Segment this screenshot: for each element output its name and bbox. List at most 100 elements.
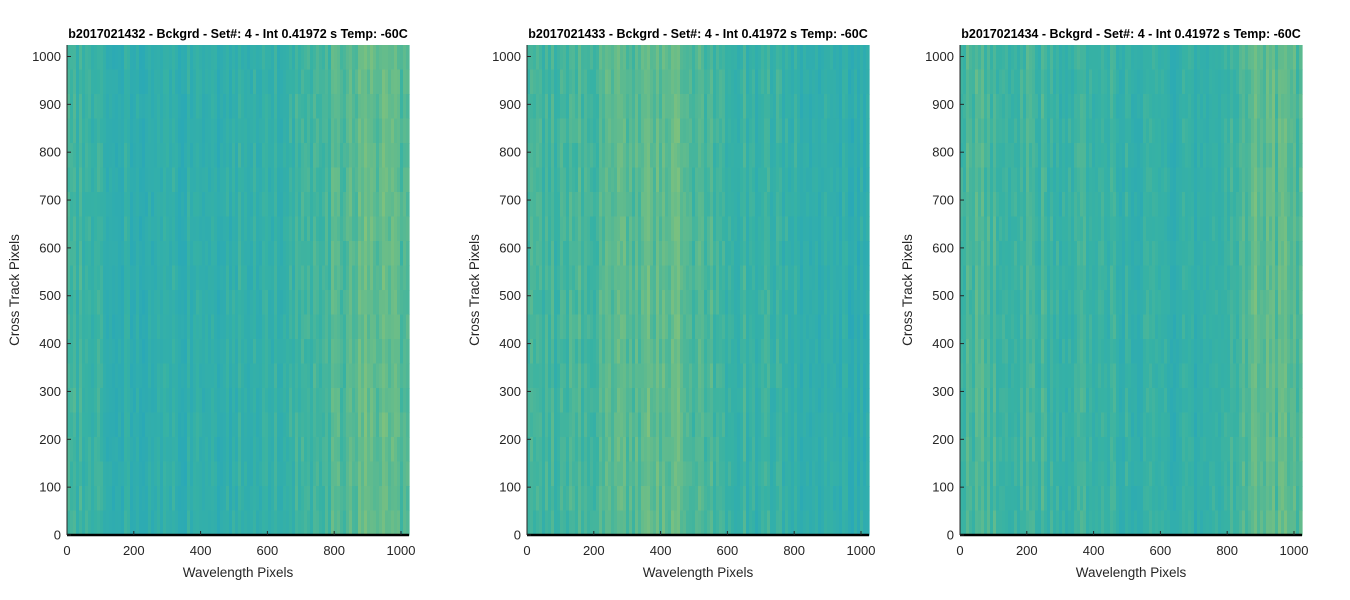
heatmap-cell <box>734 363 738 389</box>
heatmap-cell <box>593 486 597 512</box>
heatmap-cell <box>809 486 813 512</box>
heatmap-cell <box>1008 118 1012 144</box>
heatmap-cell <box>692 339 696 365</box>
heatmap-cell <box>184 241 188 267</box>
heatmap-cell <box>707 437 711 463</box>
heatmap-cell <box>154 486 158 512</box>
heatmap-cell <box>157 437 161 463</box>
heatmap-cell <box>376 339 380 365</box>
heatmap-cell <box>358 510 362 536</box>
heatmap-cell <box>605 143 609 169</box>
heatmap-cell <box>773 388 777 414</box>
heatmap-cell <box>220 216 224 242</box>
heatmap-cell <box>993 265 997 291</box>
heatmap-cell <box>232 45 236 71</box>
heatmap-cell <box>232 388 236 414</box>
heatmap-cell <box>644 241 648 267</box>
heatmap-cell <box>773 45 777 71</box>
heatmap-cell <box>812 510 816 536</box>
heatmap-cell <box>247 461 251 487</box>
heatmap-cell <box>154 118 158 144</box>
heatmap-cell <box>572 314 576 340</box>
heatmap-cell <box>268 290 272 316</box>
heatmap-cell <box>394 45 398 71</box>
heatmap-cell <box>644 290 648 316</box>
heatmap-cell <box>349 118 353 144</box>
heatmap-cell <box>650 45 654 71</box>
heatmap-cell <box>746 192 750 218</box>
heatmap-cell <box>551 265 555 291</box>
heatmap-cell <box>400 192 404 218</box>
heatmap-cell <box>391 216 395 242</box>
heatmap-cell <box>286 437 290 463</box>
heatmap-cell <box>665 388 669 414</box>
heatmap-cell <box>238 216 242 242</box>
heatmap-cell <box>334 363 338 389</box>
heatmap-cell <box>827 45 831 71</box>
heatmap-cell <box>142 510 146 536</box>
heatmap-cell <box>280 118 284 144</box>
heatmap-cell <box>818 265 822 291</box>
heatmap-cell <box>966 437 970 463</box>
heatmap-cell <box>175 94 179 120</box>
heatmap-cell <box>259 314 263 340</box>
heatmap-cell <box>984 167 988 193</box>
heatmap-cell <box>319 94 323 120</box>
heatmap-cell <box>827 412 831 438</box>
heatmap-cell <box>599 339 603 365</box>
heatmap-cell <box>677 314 681 340</box>
heatmap-cell <box>854 94 858 120</box>
heatmap-cell <box>232 118 236 144</box>
heatmap-cell <box>626 486 630 512</box>
heatmap-cell <box>656 216 660 242</box>
heatmap-cell <box>713 412 717 438</box>
heatmap-cell <box>382 69 386 95</box>
heatmap-cell <box>599 167 603 193</box>
heatmap-cell <box>761 339 765 365</box>
heatmap-cell <box>827 94 831 120</box>
heatmap-cell <box>689 167 693 193</box>
heatmap-cell <box>776 265 780 291</box>
heatmap-cell <box>659 94 663 120</box>
heatmap-cell <box>208 290 212 316</box>
heatmap-cell <box>349 339 353 365</box>
heatmap-cell <box>569 94 573 120</box>
heatmap-cell <box>313 143 317 169</box>
heatmap-cell <box>106 118 110 144</box>
heatmap-cell <box>283 118 287 144</box>
heatmap-cell <box>124 69 128 95</box>
heatmap-cell <box>376 437 380 463</box>
heatmap-cell <box>827 265 831 291</box>
heatmap-cell <box>127 167 131 193</box>
heatmap-cell <box>328 216 332 242</box>
heatmap-cell <box>824 216 828 242</box>
heatmap-cell <box>581 412 585 438</box>
heatmap-cell <box>650 216 654 242</box>
heatmap-cell <box>151 45 155 71</box>
heatmap-cell <box>385 167 389 193</box>
heatmap-cell <box>181 45 185 71</box>
heatmap-cell <box>677 388 681 414</box>
heatmap-cell <box>641 437 645 463</box>
heatmap-cell <box>578 314 582 340</box>
heatmap-cell <box>857 216 861 242</box>
heatmap-cell <box>851 143 855 169</box>
heatmap-cell <box>268 314 272 340</box>
heatmap-cell <box>566 461 570 487</box>
heatmap-cell <box>241 69 245 95</box>
heatmap-cell <box>839 192 843 218</box>
heatmap-cell <box>73 192 77 218</box>
heatmap-cell <box>1005 461 1009 487</box>
heatmap-cell <box>845 510 849 536</box>
heatmap-cell <box>373 94 377 120</box>
heatmap-cell <box>400 412 404 438</box>
heatmap-cell <box>527 290 531 316</box>
heatmap-cell <box>551 339 555 365</box>
heatmap-cell <box>803 437 807 463</box>
heatmap-cell <box>554 69 558 95</box>
heatmap-cell <box>217 69 221 95</box>
heatmap-cell <box>337 461 341 487</box>
heatmap-cell <box>827 118 831 144</box>
heatmap-cell <box>821 388 825 414</box>
heatmap-cell <box>340 265 344 291</box>
